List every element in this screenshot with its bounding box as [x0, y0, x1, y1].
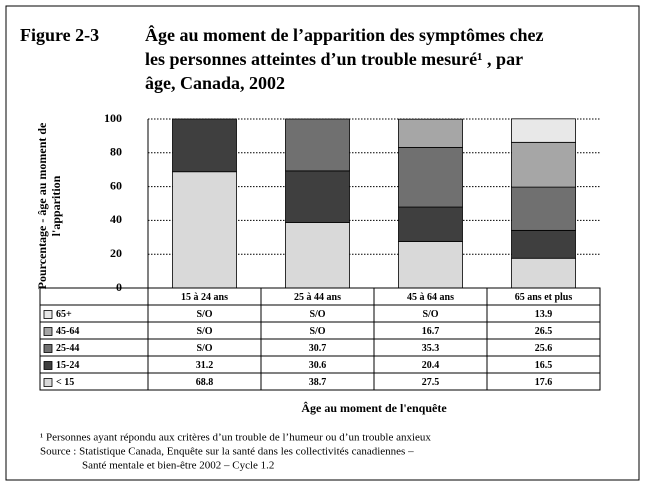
table-value: S/O — [196, 309, 212, 320]
table-value: 31.2 — [196, 360, 214, 371]
bar-segment — [398, 118, 463, 148]
y-tick-label: 40 — [110, 212, 122, 226]
y-tick-label: 60 — [110, 178, 122, 192]
bar-segment — [511, 118, 576, 143]
legend-swatch — [43, 344, 53, 353]
x-tick-label: 45 à 64 ans — [407, 292, 454, 303]
table-value: S/O — [196, 326, 212, 337]
x-axis-label: Âge au moment de l'enquête — [301, 401, 447, 415]
chart-title: âge, Canada, 2002 — [145, 73, 285, 93]
legend-label: 45-64 — [56, 326, 79, 337]
table-value: 20.4 — [422, 360, 440, 371]
table-value: 16.7 — [422, 326, 440, 337]
table-value: 16.5 — [535, 360, 553, 371]
bar-segment — [285, 222, 350, 289]
y-tick-label: 0 — [116, 280, 122, 294]
legend-label: 65+ — [56, 309, 72, 320]
chart-title: Âge au moment de l’apparition des symptô… — [145, 24, 543, 45]
chart-title: les personnes atteintes d’un trouble mes… — [145, 49, 523, 69]
footnote: ¹ Personnes ayant répondu aux critères d… — [40, 432, 431, 444]
y-tick-label: 20 — [110, 246, 122, 260]
table-value: 35.3 — [422, 343, 440, 354]
table-value: 38.7 — [309, 377, 327, 388]
bar-segment — [398, 206, 463, 242]
y-tick-label: 100 — [104, 111, 122, 125]
table-value: 17.6 — [535, 377, 553, 388]
figure-label: Figure 2-3 — [20, 25, 99, 45]
y-axis-label-line: Pourcentage - âge au moment de — [35, 122, 49, 289]
legend-swatch — [43, 327, 53, 336]
x-tick-label: 25 à 44 ans — [294, 292, 341, 303]
bar-segment — [172, 118, 237, 173]
y-axis-label-line: l'apparition — [49, 175, 63, 236]
bar-segment — [511, 186, 576, 231]
footnote: Santé mentale et bien-être 2002 – Cycle … — [82, 460, 274, 472]
legend-label: < 15 — [56, 377, 74, 388]
table-value: S/O — [309, 309, 325, 320]
table-value: 25.6 — [535, 343, 553, 354]
bar-segment — [172, 171, 237, 289]
legend-swatch — [43, 310, 53, 319]
table-value: 30.7 — [309, 343, 327, 354]
legend-swatch — [43, 378, 53, 387]
table-value: S/O — [422, 309, 438, 320]
bar-segment — [285, 118, 350, 172]
table-value: 27.5 — [422, 377, 440, 388]
x-tick-label: 15 à 24 ans — [181, 292, 228, 303]
y-tick-label: 80 — [110, 145, 122, 159]
bar-segment — [285, 170, 350, 223]
bar-segment — [511, 257, 576, 289]
footnote: Source : Statistique Canada, Enquête sur… — [40, 446, 414, 458]
x-tick-label: 65 ans et plus — [515, 292, 573, 303]
table-value: S/O — [309, 326, 325, 337]
y-axis-label: Pourcentage - âge au moment del'appariti… — [35, 122, 63, 289]
legend-label: 15-24 — [56, 360, 79, 371]
table-value: 13.9 — [535, 309, 553, 320]
legend-label: 25-44 — [56, 343, 79, 354]
bar-segment — [511, 229, 576, 259]
table-value: 26.5 — [535, 326, 553, 337]
bar-segment — [511, 141, 576, 188]
table-value: 68.8 — [196, 377, 214, 388]
table-value: 30.6 — [309, 360, 327, 371]
bar-segment — [398, 146, 463, 208]
bar-segment — [398, 241, 463, 289]
table-value: S/O — [196, 343, 212, 354]
legend-swatch — [43, 361, 53, 370]
